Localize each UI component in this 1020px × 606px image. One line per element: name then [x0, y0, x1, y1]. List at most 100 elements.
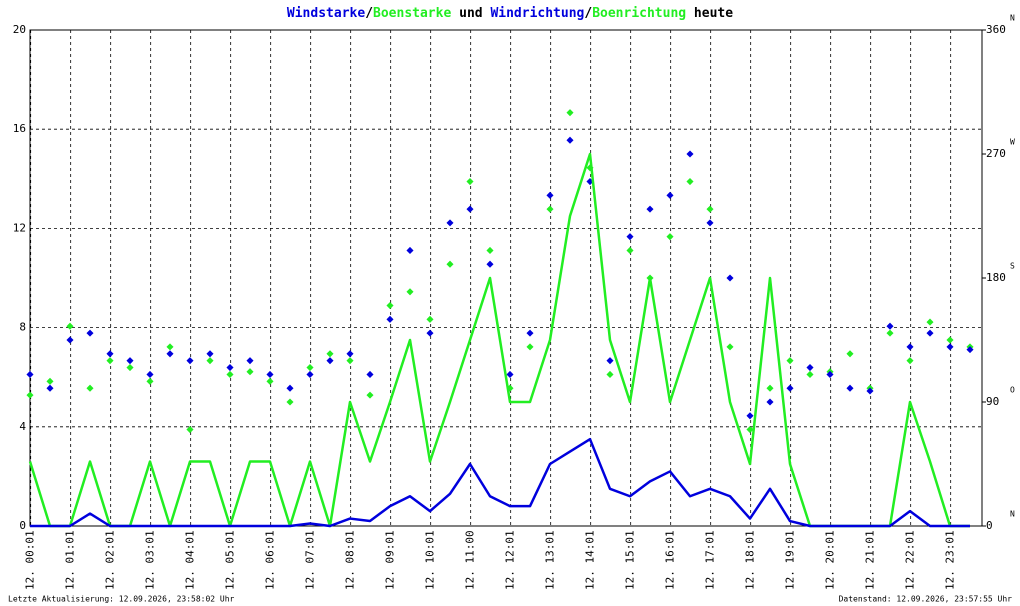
- direction-dot: [886, 329, 894, 337]
- direction-dot: [246, 368, 254, 376]
- direction-dot: [126, 357, 134, 365]
- direction-dot: [246, 357, 254, 365]
- direction-dot: [286, 398, 294, 406]
- direction-dot: [546, 205, 554, 213]
- direction-dot: [346, 350, 354, 358]
- x-tick-label: 12. 16:01: [664, 530, 677, 590]
- y-tick-label: 12: [13, 221, 26, 234]
- x-tick-label: 12. 08:01: [344, 530, 357, 590]
- direction-dot: [866, 387, 874, 395]
- direction-dot: [826, 370, 834, 378]
- direction-dot: [746, 426, 754, 434]
- direction-dot: [406, 246, 414, 254]
- direction-dot: [806, 370, 814, 378]
- y-tick-label: 8: [19, 321, 26, 334]
- direction-dot: [666, 233, 674, 241]
- direction-dot: [626, 233, 634, 241]
- x-tick-label: 12. 07:01: [304, 530, 317, 590]
- x-tick-label: 12. 06:01: [264, 530, 277, 590]
- direction-dot: [106, 357, 114, 365]
- direction-dot: [566, 109, 574, 117]
- x-tick-label: 12. 04:01: [184, 530, 197, 590]
- direction-dot: [226, 364, 234, 372]
- direction-dot: [366, 370, 374, 378]
- direction-dot: [306, 364, 314, 372]
- direction-dot: [86, 384, 94, 392]
- direction-dot: [86, 329, 94, 337]
- direction-dot: [606, 357, 614, 365]
- direction-dot: [746, 412, 754, 420]
- direction-dot: [146, 370, 154, 378]
- y2-tick-letter: S: [1010, 262, 1015, 271]
- direction-dot: [626, 246, 634, 254]
- direction-dot: [286, 384, 294, 392]
- direction-dot: [906, 357, 914, 365]
- direction-dot: [786, 357, 794, 365]
- title-part: Boenstarke: [373, 6, 451, 21]
- direction-dot: [26, 370, 34, 378]
- direction-dot: [66, 336, 74, 344]
- direction-dot: [426, 315, 434, 323]
- x-tick-label: 12. 19:01: [784, 530, 797, 590]
- direction-dot: [706, 219, 714, 227]
- direction-dot: [46, 384, 54, 392]
- x-tick-label: 12. 02:01: [104, 530, 117, 590]
- direction-dot: [186, 426, 194, 434]
- y2-tick-label: 360: [986, 23, 1006, 36]
- direction-dot: [326, 350, 334, 358]
- direction-dot: [206, 357, 214, 365]
- direction-dot: [686, 150, 694, 158]
- y2-tick-label: 0: [986, 519, 993, 532]
- direction-dot: [686, 178, 694, 186]
- direction-dot: [846, 350, 854, 358]
- direction-dot: [266, 370, 274, 378]
- direction-dot: [186, 357, 194, 365]
- series-line: [28, 152, 970, 528]
- direction-dot: [466, 205, 474, 213]
- title-part: heute: [686, 6, 733, 21]
- direction-dot: [386, 315, 394, 323]
- direction-dot: [526, 329, 534, 337]
- direction-dot: [466, 178, 474, 186]
- direction-dot: [706, 205, 714, 213]
- direction-dot: [106, 350, 114, 358]
- y2-tick-label: 90: [986, 395, 999, 408]
- direction-dot: [666, 191, 674, 199]
- footer-right: Datenstand: 12.09.2026, 23:57:55 Uhr: [839, 595, 1013, 604]
- y2-tick-letter: O: [1010, 386, 1015, 395]
- x-tick-label: 12. 21:01: [864, 530, 877, 590]
- y2-tick-label: 180: [986, 271, 1006, 284]
- direction-dot: [646, 205, 654, 213]
- series-line: [30, 437, 970, 528]
- direction-dot: [766, 384, 774, 392]
- direction-dot: [506, 370, 514, 378]
- direction-dot: [806, 364, 814, 372]
- direction-dot: [166, 343, 174, 351]
- direction-dot: [206, 350, 214, 358]
- direction-dot: [486, 260, 494, 268]
- direction-dot: [546, 191, 554, 199]
- footer-left: Letzte Aktualisierung: 12.09.2026, 23:58…: [8, 595, 235, 604]
- direction-dot: [426, 329, 434, 337]
- direction-dot: [846, 384, 854, 392]
- direction-dot: [266, 377, 274, 385]
- y2-tick-letter: N: [1010, 14, 1015, 23]
- direction-dot: [946, 343, 954, 351]
- direction-dot: [726, 343, 734, 351]
- direction-dot: [946, 336, 954, 344]
- direction-dot: [446, 260, 454, 268]
- direction-dot: [66, 322, 74, 330]
- x-tick-label: 12. 01:01: [64, 530, 77, 590]
- direction-dot: [526, 343, 534, 351]
- direction-dot: [326, 357, 334, 365]
- y-tick-label: 4: [19, 420, 26, 433]
- direction-dot: [966, 346, 974, 354]
- direction-dot: [366, 391, 374, 399]
- direction-dot: [726, 274, 734, 282]
- title-part: Boenrichtung: [592, 6, 686, 21]
- direction-dot: [126, 364, 134, 372]
- y-tick-label: 20: [13, 23, 26, 36]
- direction-dot: [786, 384, 794, 392]
- x-tick-label: 12. 20:01: [824, 530, 837, 590]
